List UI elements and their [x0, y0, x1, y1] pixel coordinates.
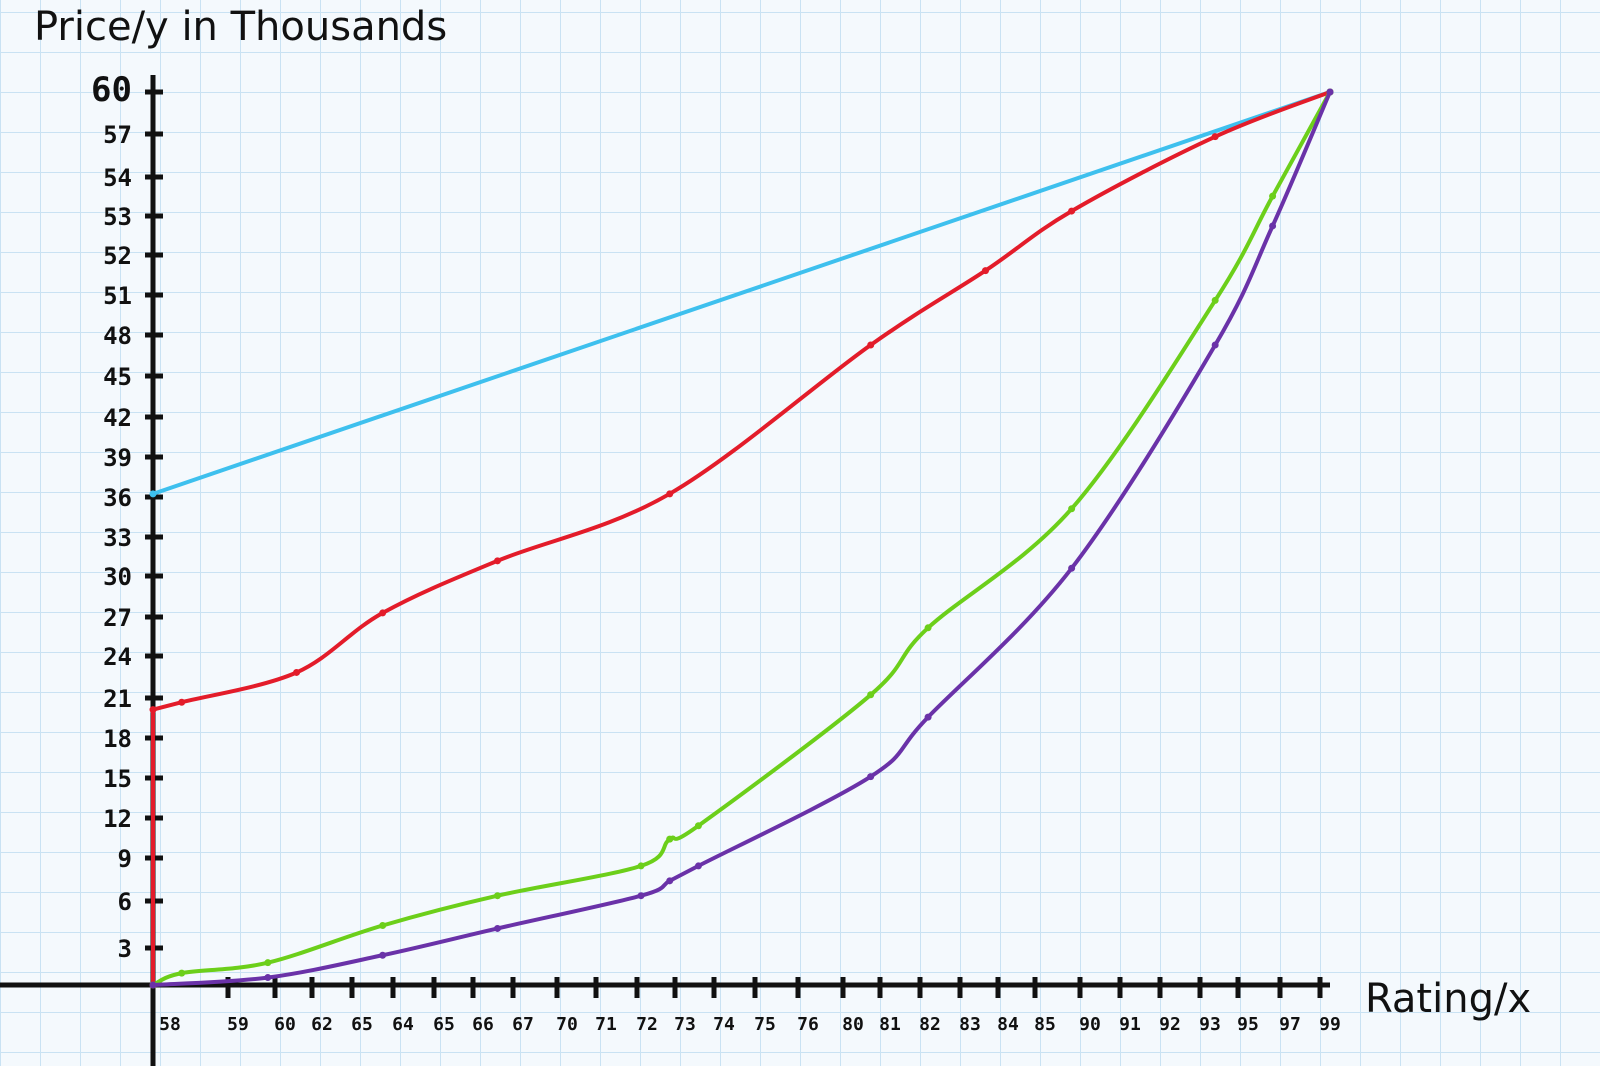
x-axis-label: Rating/x: [1365, 976, 1531, 1022]
series-point-2: [1211, 133, 1219, 141]
series-point-2: [293, 668, 301, 676]
x-tick-label: 67: [512, 1014, 534, 1035]
y-tick-label: 36: [103, 484, 132, 512]
series-point-4: [1068, 564, 1076, 572]
x-tick-label: 58: [159, 1014, 181, 1035]
x-tick-label: 81: [879, 1014, 901, 1035]
series-point-3: [694, 822, 702, 830]
series-point-2: [666, 490, 674, 498]
series-point-3: [264, 959, 272, 967]
series-point-2: [493, 557, 501, 565]
x-tick-label: 59: [227, 1014, 249, 1035]
x-tick-label: 84: [997, 1014, 1019, 1035]
y-tick-label: 24: [103, 643, 132, 671]
x-tick-label: 64: [392, 1014, 414, 1035]
y-tick-label: 45: [103, 363, 132, 391]
y-tick-label: 27: [103, 604, 132, 632]
y-tick-label: 18: [103, 725, 132, 753]
y-axis-label: Price/y in Thousands: [34, 4, 447, 50]
series-point-3: [666, 835, 674, 843]
x-tick-label: 92: [1159, 1014, 1181, 1035]
x-tick-label: 82: [919, 1014, 941, 1035]
series-line-3: [151, 90, 1332, 987]
series-point-3: [637, 862, 645, 870]
series-line-4: [151, 90, 1332, 987]
series-point-4: [867, 773, 875, 781]
y-tick-label: 21: [103, 685, 132, 713]
y-tick-label: 3: [118, 935, 132, 963]
series-point-2: [149, 706, 157, 714]
series-point-2: [1068, 207, 1076, 215]
x-tick-label: 73: [674, 1014, 696, 1035]
x-tick-label: 95: [1237, 1014, 1259, 1035]
x-tick-label: 70: [556, 1014, 578, 1035]
series-point-4: [637, 892, 645, 900]
series-point-3: [379, 921, 387, 929]
x-tick-label: 80: [842, 1014, 864, 1035]
x-tick-label: 74: [713, 1014, 735, 1035]
x-tick-label: 91: [1119, 1014, 1141, 1035]
y-tick-label: 12: [103, 805, 132, 833]
series-point-4: [694, 862, 702, 870]
x-tick-label: 60: [274, 1014, 296, 1035]
series-point-4: [1211, 341, 1219, 349]
series-point-1: [149, 490, 157, 498]
series-point-4: [493, 924, 501, 932]
x-tick-label: 76: [797, 1014, 819, 1035]
x-tick-label: 66: [472, 1014, 494, 1035]
series-point-3: [867, 691, 875, 699]
y-tick-label: 60: [91, 70, 132, 110]
x-tick-label: 75: [754, 1014, 776, 1035]
series-point-4: [1269, 222, 1277, 230]
x-tick-label: 83: [959, 1014, 981, 1035]
x-tick-label: 99: [1319, 1014, 1341, 1035]
y-tick-label: 54: [103, 164, 132, 192]
x-tick-label: 93: [1199, 1014, 1221, 1035]
x-tick-label: 90: [1079, 1014, 1101, 1035]
series-point-3: [1269, 192, 1277, 200]
series-point-3: [178, 969, 186, 977]
series-point-3: [493, 892, 501, 900]
series-point-4: [264, 974, 272, 982]
y-tick-label: 52: [103, 242, 132, 270]
y-tick-label: 42: [103, 404, 132, 432]
series-point-4: [924, 713, 932, 721]
y-tick-label: 39: [103, 444, 132, 472]
x-tick-label: 72: [636, 1014, 658, 1035]
x-tick-label: 97: [1279, 1014, 1301, 1035]
series-point-2: [867, 341, 875, 349]
series-point-4: [1326, 88, 1334, 96]
x-tick-label: 65: [351, 1014, 373, 1035]
series-point-2: [379, 609, 387, 617]
y-tick-label: 57: [103, 121, 132, 149]
x-tick-label: 85: [1034, 1014, 1056, 1035]
y-tick-label: 51: [103, 282, 132, 310]
series-point-3: [1068, 505, 1076, 513]
x-tick-label: 62: [311, 1014, 333, 1035]
y-tick-label: 53: [103, 203, 132, 231]
x-tick-label: 71: [595, 1014, 617, 1035]
series-point-4: [666, 877, 674, 885]
y-tick-label: 30: [103, 563, 132, 591]
series-point-3: [1211, 296, 1219, 304]
series-point-4: [149, 981, 157, 989]
series-line-1: [151, 90, 1332, 496]
series-line-2: [151, 90, 1332, 987]
series-point-3: [924, 624, 932, 632]
series-point-2: [982, 267, 990, 275]
y-tick-label: 15: [103, 765, 132, 793]
y-tick-label: 33: [103, 524, 132, 552]
y-tick-label: 48: [103, 322, 132, 350]
series-point-4: [379, 951, 387, 959]
x-tick-label: 65: [433, 1014, 455, 1035]
series-point-2: [178, 698, 186, 706]
y-tick-label: 9: [118, 845, 132, 873]
y-tick-label: 6: [118, 888, 132, 916]
